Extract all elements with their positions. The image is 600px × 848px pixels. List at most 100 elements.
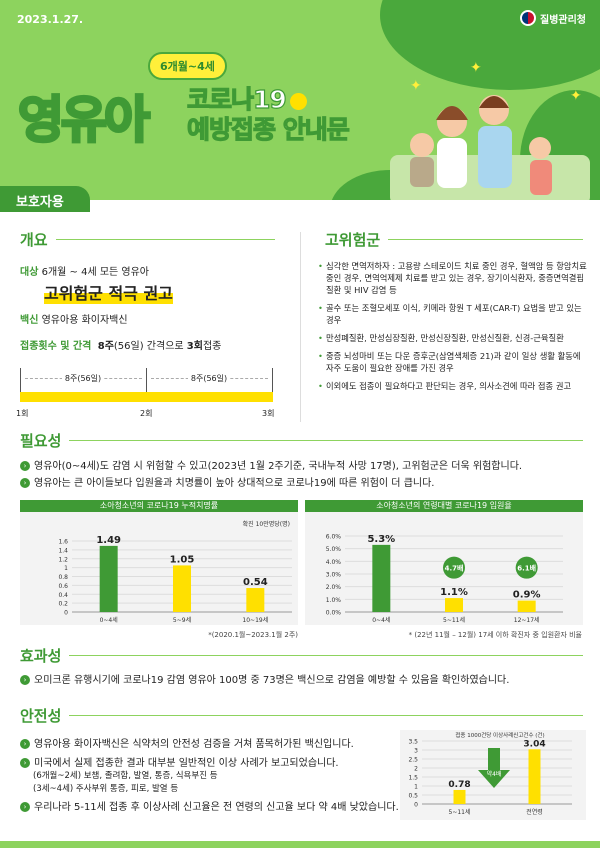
y-tick-label: 3 [414,748,418,755]
chevron-right-icon: › [20,478,30,488]
high-risk-title: 고위험군 [325,229,583,250]
y-tick-label: 0 [414,802,418,809]
bar [528,749,541,804]
header-banner: 2023.1.27. 질병관리청 6개월~4세 영유아 코로나19 예방접종 안내… [0,0,600,200]
ratio-badge [515,556,538,579]
schedule-label: 접종횟수 및 간격 [20,341,92,352]
schedule-row: 접종횟수 및 간격 8주(56일) 간격으로 3회접종 [20,337,221,352]
chart-title: 소아청소년의 연령대별 코로나19 입원율 [305,500,583,512]
publish-date: 2023.1.27. [17,13,84,26]
y-tick-label: 0.5 [408,793,418,800]
ratio-badge-label: 4.7배 [445,564,464,573]
overview-title: 개요 [20,229,275,250]
chevron-right-icon: › [20,675,30,685]
title-big: 영유아 [17,90,152,151]
necessity-title: 필요성 [20,430,583,451]
section-heading: 고위험군 [325,231,381,249]
dose-label: 3회 [262,409,275,418]
bullet-item: › 영유아(0~4세)도 감염 시 위험할 수 있고(2023년 1월 2주기준,… [20,460,590,473]
y-tick-label: 0.8 [58,574,68,581]
necessity-bullets: › 영유아(0~4세)도 감염 시 위험할 수 있고(2023년 1월 2주기준,… [20,460,590,490]
down-arrow-icon [478,748,510,788]
safety-bullets: › 영유아용 화이자백신은 식약처의 안전성 검증을 거쳐 품목허가된 백신입니다… [20,738,400,814]
target-label: 대상 [20,267,39,278]
y-tick-label: 0.2 [58,601,68,608]
x-tick-label: 10~19세 [242,616,268,624]
arrow-label: 약4배 [487,770,502,778]
list-item: 중증 뇌성마비 또는 다운 증후군(삼염색체증 21)과 같이 일상 생활 활동… [318,350,590,374]
interval-label: 8주(56일) [61,374,105,383]
bar [246,588,265,612]
bar [173,565,191,612]
y-tick-label: 3.5 [408,739,418,746]
adverse-event-chart-svg: 0 0.5 1 1.5 2 2.5 3 3.5 0.78 5~11세 3.04 전연령 접종 1000건… [408,731,572,816]
x-tick-label: 0~4세 [372,616,390,624]
y-tick-label: 0.6 [58,583,68,590]
list-item: 골수 또는 조혈모세포 이식, 키메라 항원 T 세포(CAR-T) 요법을 받… [318,302,590,326]
schedule-doses: 3회 [186,341,203,352]
bar [445,598,463,612]
hospitalization-chart: 소아청소년의 연령대별 코로나19 입원율 0.0% 1.0% 2.0% 3.0% 4.… [305,500,583,625]
list-item: 심각한 면역저하자 : 고용량 스테로이드 치료 중인 경우, 혈액암 등 항암… [318,260,590,296]
sub-line: (6개월~2세) 보챔, 졸려함, 발열, 통증, 식욕부진 등 [33,771,218,781]
data-label: 0.9% [513,590,541,601]
ratio-badge [443,556,465,579]
high-risk-list: 심각한 면역저하자 : 고용량 스테로이드 치료 중인 경우, 혈액암 등 항암… [318,260,590,398]
interval-label: 8주(56일) [187,374,231,383]
vaccine-row: 백신 영유아용 화이자백신 [20,311,128,326]
x-tick-label: 5~11세 [449,808,471,816]
x-tick-label: 전연령 [526,808,543,816]
y-tick-label: 4.0% [326,559,342,566]
bullet-text: 미국에서 실제 접종한 결과 대부분 일반적인 이상 사례가 보고되었습니다. [34,758,339,769]
chevron-right-icon: › [20,758,30,768]
bullet-item: › 영유아용 화이자백신은 식약처의 안전성 검증을 거쳐 품목허가된 백신입니다… [20,738,400,751]
fatality-chart: 소아청소년의 코로나19 누적치명률 0 0.2 0.4 0.6 0.8 1 1.2 1.4 1… [20,500,298,625]
sub-line: (3세~4세) 주사부위 통증, 피로, 발열 등 [33,784,179,794]
dose-timeline: 8주(56일) 8주(56일) [20,368,273,402]
x-tick-label: 0~4세 [100,616,118,624]
recommendation-highlight: 고위험군 적극 권고 [44,280,173,304]
dose-label: 1회 [16,409,29,418]
org-logo: 질병관리청 [520,10,586,26]
chart-note: *(2020.1월~2023.1월 2주) [208,631,298,639]
y-tick-label: 2.0% [326,584,342,591]
section-heading: 안전성 [20,707,62,725]
effectiveness-title: 효과성 [20,645,583,666]
bullet-text: 오미크론 유행시기에 코로나19 감염 영유아 100명 중 73명은 백신으로… [34,675,510,686]
y-tick-label: 3.0% [326,572,342,579]
section-heading: 필요성 [20,432,62,450]
bullet-text: 영유아(0~4세)도 감염 시 위험할 수 있고(2023년 1월 2주기준, … [34,461,523,472]
y-tick-label: 1.2 [58,556,68,563]
list-item: 만성폐질환, 만성심장질환, 만성신장질환, 만성신질환, 신경-근육질환 [318,332,590,344]
safety-title: 안전성 [20,705,583,726]
x-tick-label: 5~11세 [443,616,465,624]
audience-tab: 보호자용 [0,186,90,212]
vaccine-icon [289,92,307,110]
y-tick-label: 2 [414,766,418,773]
target-value: 6개월 ~ 4세 모든 영유아 [41,267,150,278]
target-row: 대상 6개월 ~ 4세 모든 영유아 [20,263,149,278]
data-label: 1.49 [96,535,121,546]
svg-text:✦: ✦ [410,78,422,94]
schedule-suffix: 접종 [202,341,222,352]
chart-note: * (22년 11월 – 12월) 17세 이하 확진자 중 입원환자 비율 [408,631,582,639]
y-tick-label: 1 [64,565,68,572]
chevron-right-icon: › [20,461,30,471]
footer-bar [0,841,600,848]
fatality-chart-svg: 0 0.2 0.4 0.6 0.8 1 1.2 1.41.6 1.49 0~4세 1.05 5~9세 0… [58,520,292,624]
vaccine-value: 영유아용 화이자백신 [41,315,128,326]
schedule-weeks: 8주 [97,341,114,352]
chart-title: 소아청소년의 코로나19 누적치명률 [20,500,298,512]
data-label: 0.54 [243,577,268,588]
org-name: 질병관리청 [540,14,586,26]
title-sub: 코로나19 예방접종 안내문 [186,84,350,145]
y-tick-label: 2.5 [408,757,418,764]
schedule-text: (56일) 간격으로 [113,341,187,352]
chevron-right-icon: › [20,802,30,812]
bullet-text: 우리나라 5-11세 접종 후 이상사례 신고율은 전 연령의 신고율 보다 약… [34,802,399,813]
data-label: 1.1% [440,587,468,598]
y-tick-label: 5.0% [326,546,342,553]
section-heading: 효과성 [20,647,62,665]
ratio-badge-label: 6.1배 [517,564,536,573]
bullet-item: › 미국에서 실제 접종한 결과 대부분 일반적인 이상 사례가 보고되었습니다. [20,757,400,770]
